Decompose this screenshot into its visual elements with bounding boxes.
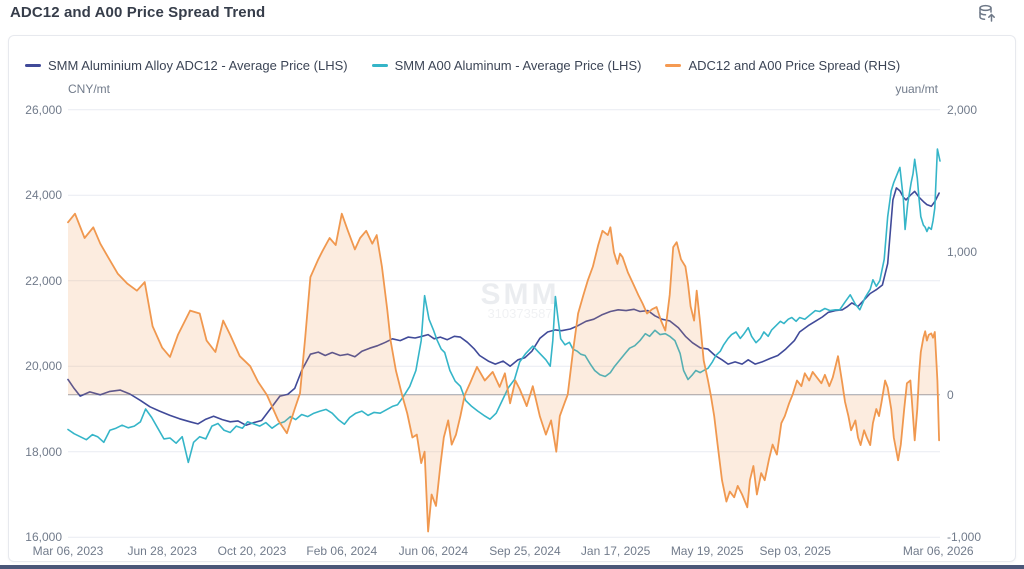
- x-axis-tick: Sep 03, 2025: [759, 544, 831, 558]
- right-axis-unit: yuan/mt: [895, 82, 938, 96]
- chart-legend: SMM Aluminium Alloy ADC12 - Average Pric…: [25, 58, 900, 73]
- legend-label: SMM Aluminium Alloy ADC12 - Average Pric…: [48, 58, 348, 73]
- legend-label: SMM A00 Aluminum - Average Price (LHS): [394, 58, 642, 73]
- database-export-icon: [979, 4, 995, 22]
- legend-dash-icon: [665, 64, 682, 67]
- x-axis-tick: Feb 06, 2024: [306, 544, 378, 558]
- legend-item-0[interactable]: SMM Aluminium Alloy ADC12 - Average Pric…: [25, 58, 348, 73]
- x-axis-tick: Jun 28, 2023: [127, 544, 197, 558]
- x-axis-tick: Oct 20, 2023: [217, 544, 287, 558]
- bottom-strip: [0, 565, 1024, 569]
- left-axis-unit: CNY/mt: [68, 82, 110, 96]
- x-axis-tick: Jan 17, 2025: [580, 544, 651, 558]
- left-axis-tick: 20,000: [25, 359, 62, 374]
- x-axis-tick: Sep 25, 2024: [489, 544, 561, 558]
- legend-dash-icon: [25, 64, 41, 67]
- series-line-1: [67, 148, 941, 464]
- series-area-2: [68, 213, 940, 532]
- left-axis-tick: 26,000: [25, 102, 62, 117]
- right-axis-tick: -1,000: [947, 530, 982, 545]
- series-line-2: [67, 212, 940, 533]
- legend-item-2[interactable]: ADC12 and A00 Price Spread (RHS): [665, 58, 900, 73]
- left-axis-tick: 22,000: [25, 273, 62, 288]
- x-axis-tick: Mar 06, 2026: [902, 544, 974, 558]
- left-axis-tick: 16,000: [25, 530, 62, 545]
- right-axis-tick: 2,000: [947, 102, 978, 117]
- x-axis-tick: Mar 06, 2023: [32, 544, 104, 558]
- right-axis-tick: 1,000: [947, 245, 978, 260]
- legend-item-1[interactable]: SMM A00 Aluminum - Average Price (LHS): [371, 58, 642, 73]
- export-data-button[interactable]: [976, 3, 998, 25]
- legend-label: ADC12 and A00 Price Spread (RHS): [688, 58, 901, 73]
- left-axis-tick: 24,000: [25, 188, 62, 203]
- series-line-0: [67, 187, 940, 426]
- x-axis-tick: Jun 06, 2024: [398, 544, 469, 558]
- page-title: ADC12 and A00 Price Spread Trend: [10, 4, 266, 21]
- x-axis-tick: May 19, 2025: [670, 544, 744, 558]
- left-axis-tick: 18,000: [25, 444, 62, 459]
- right-axis-tick: 0: [947, 387, 954, 402]
- legend-dash-icon: [371, 64, 388, 67]
